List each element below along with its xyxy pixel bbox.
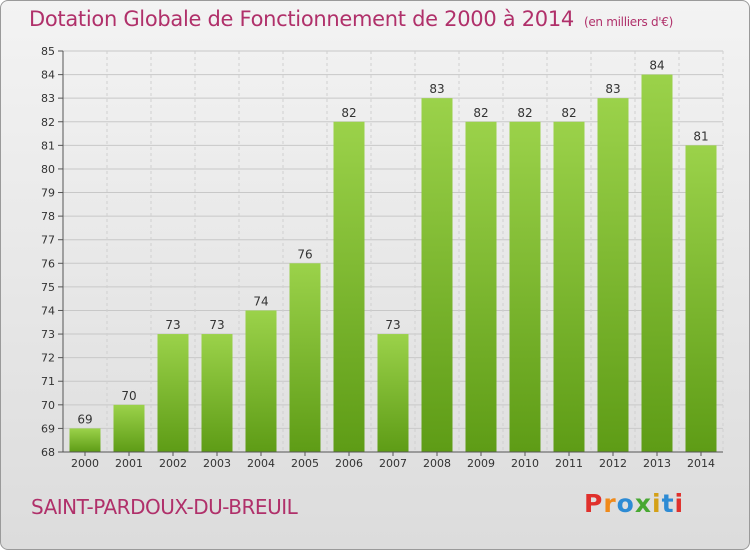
- value-label-2002: 73: [165, 318, 180, 332]
- x-tick-label-2010: 2010: [511, 457, 539, 470]
- y-tick-label: 71: [41, 375, 55, 388]
- x-tick-label-2001: 2001: [115, 457, 143, 470]
- y-tick-label: 83: [41, 92, 55, 105]
- y-tick-label: 75: [41, 281, 55, 294]
- y-tick-label: 68: [41, 446, 55, 459]
- bar-2001: [113, 404, 145, 452]
- x-tick-label-2013: 2013: [643, 457, 671, 470]
- value-label-2004: 74: [253, 294, 268, 308]
- logo-letter: x: [634, 489, 652, 518]
- value-label-2011: 82: [561, 106, 576, 120]
- value-label-2000: 69: [77, 412, 92, 426]
- bar-2013: [641, 74, 673, 453]
- logo-letter: t: [661, 489, 675, 518]
- bar-2010: [509, 121, 541, 452]
- bar-2000: [69, 428, 101, 452]
- value-label-2009: 82: [473, 106, 488, 120]
- x-tick-label-2003: 2003: [203, 457, 231, 470]
- y-tick-label: 76: [41, 257, 55, 270]
- x-tick-label-2000: 2000: [71, 457, 99, 470]
- bars: [69, 74, 717, 453]
- bar-2012: [597, 98, 629, 453]
- axes: [58, 50, 723, 456]
- y-tick-label: 72: [41, 352, 55, 365]
- value-label-2012: 83: [605, 82, 620, 96]
- bar-2014: [685, 145, 717, 452]
- bar-2006: [333, 121, 365, 452]
- value-label-2014: 81: [693, 129, 708, 143]
- unit-label: (en milliers d'€): [583, 15, 673, 29]
- bar-2011: [553, 121, 585, 452]
- x-tick-label-2005: 2005: [291, 457, 319, 470]
- x-tick-label-2009: 2009: [467, 457, 495, 470]
- value-label-2003: 73: [209, 318, 224, 332]
- logo-letter: P: [584, 489, 604, 518]
- x-tick-label-2002: 2002: [159, 457, 187, 470]
- y-tick-label: 69: [41, 422, 55, 435]
- bar-2002: [157, 334, 189, 452]
- proxiti-logo: Proxiti: [584, 489, 684, 518]
- y-tick-label: 84: [41, 69, 55, 82]
- y-tick-label: 81: [41, 139, 55, 152]
- bar-2005: [289, 263, 321, 452]
- y-tick-label: 70: [41, 399, 55, 412]
- x-tick-label-2007: 2007: [379, 457, 407, 470]
- logo-letter: i: [652, 489, 662, 518]
- logo-letter: o: [616, 489, 635, 518]
- logo-letter: i: [674, 489, 685, 518]
- value-label-2008: 83: [429, 82, 444, 96]
- y-tick-label: 78: [41, 210, 55, 223]
- bar-2009: [465, 121, 497, 452]
- value-label-2001: 70: [121, 389, 136, 403]
- y-tick-label: 82: [41, 116, 55, 129]
- y-tick-label: 79: [41, 187, 55, 200]
- labels: 68 69 70 71 72 73 74 75 76 77 78 79 80 81 82 83 84 85 69 20…: [41, 45, 715, 470]
- x-tick-label-2004: 2004: [247, 457, 275, 470]
- bar-2008: [421, 98, 453, 453]
- value-label-2013: 84: [649, 59, 664, 73]
- bar-2003: [201, 334, 233, 452]
- x-tick-label-2012: 2012: [599, 457, 627, 470]
- x-tick-label-2006: 2006: [335, 457, 363, 470]
- value-label-2005: 76: [297, 247, 312, 261]
- y-tick-label: 80: [41, 163, 55, 176]
- x-tick-label-2011: 2011: [555, 457, 583, 470]
- value-label-2010: 82: [517, 106, 532, 120]
- y-tick-label: 77: [41, 234, 55, 247]
- logo-letter: r: [603, 489, 617, 518]
- bar-2004: [245, 310, 277, 452]
- value-label-2006: 82: [341, 106, 356, 120]
- value-label-2007: 73: [385, 318, 400, 332]
- y-tick-label: 85: [41, 45, 55, 58]
- x-tick-label-2008: 2008: [423, 457, 451, 470]
- chart-title: Dotation Globale de Fonctionnement de 20…: [29, 7, 673, 31]
- y-tick-label: 74: [41, 304, 55, 317]
- bar-2007: [377, 334, 409, 452]
- x-tick-label-2014: 2014: [687, 457, 715, 470]
- commune-name: SAINT-PARDOUX-DU-BREUIL: [31, 495, 298, 519]
- y-tick-label: 73: [41, 328, 55, 341]
